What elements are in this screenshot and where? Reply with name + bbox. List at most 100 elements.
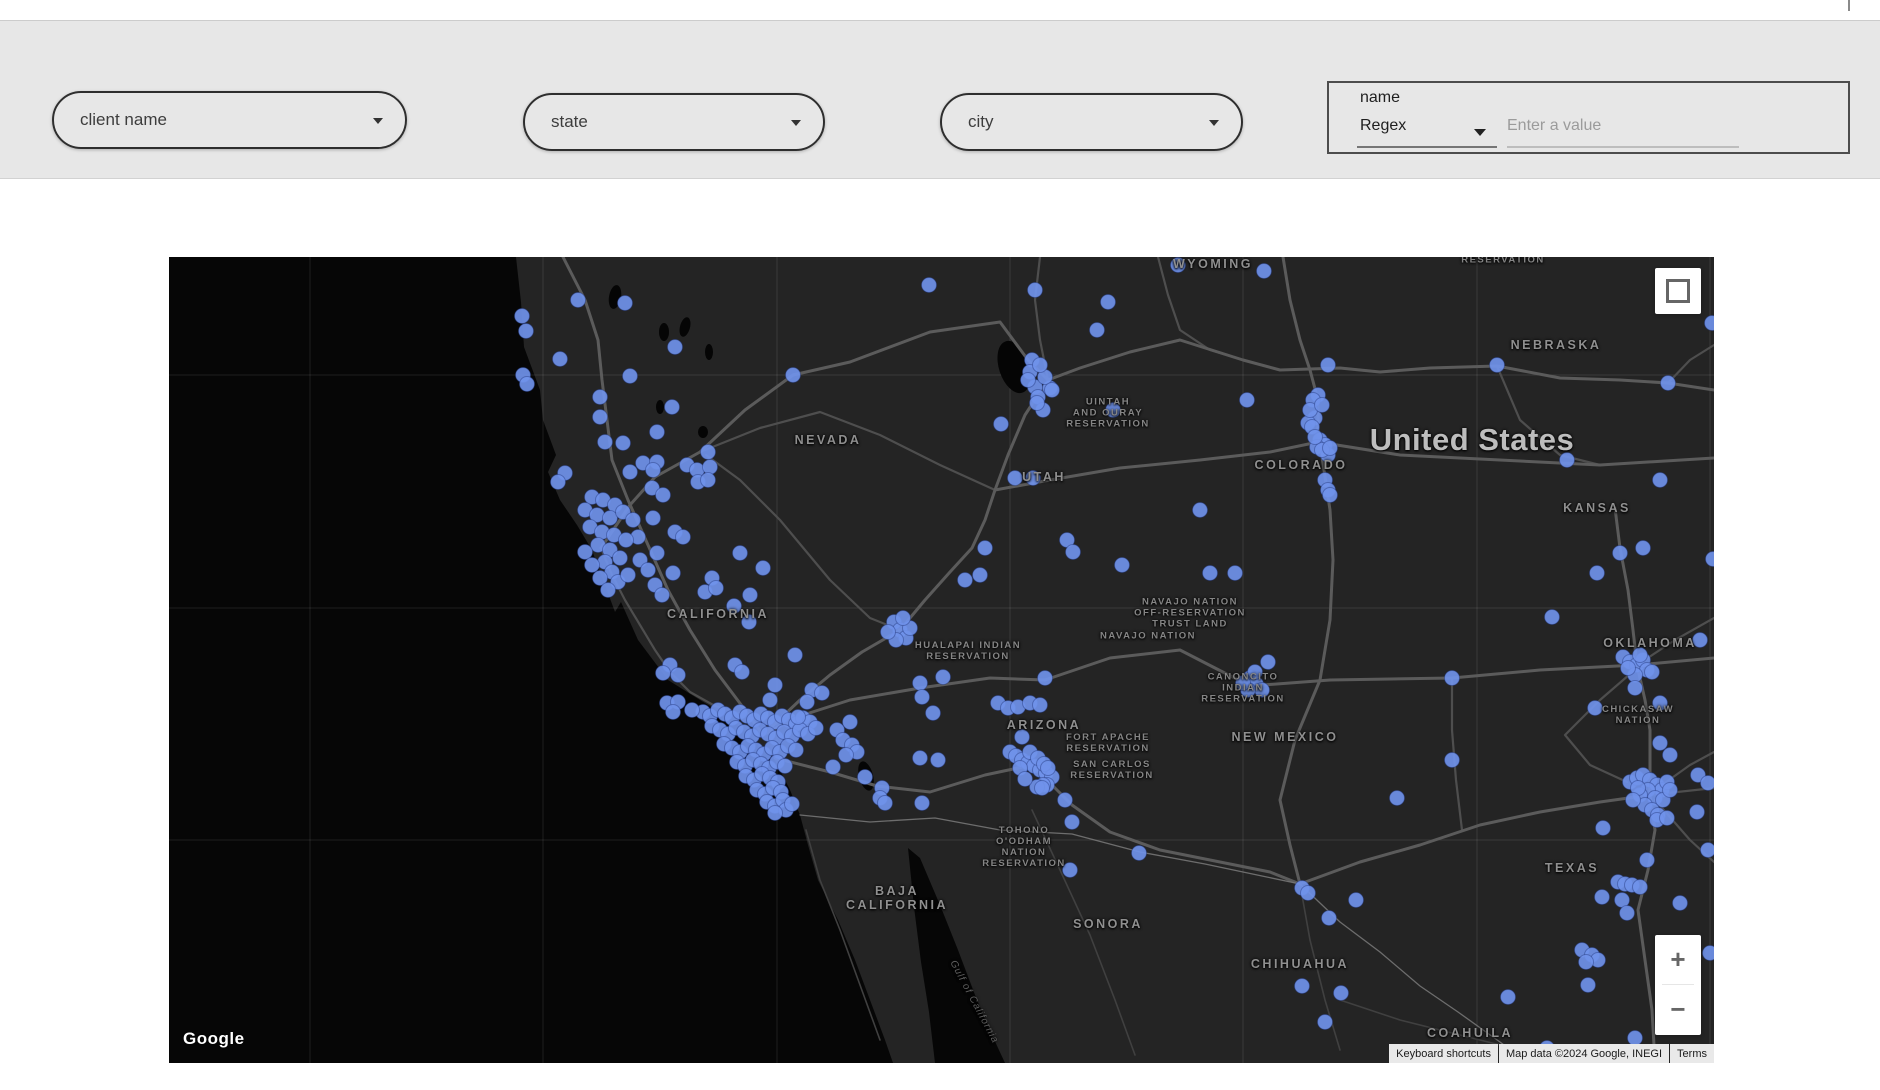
map-data-point[interactable] xyxy=(741,614,757,630)
map-data-point[interactable] xyxy=(1662,782,1678,798)
map-data-point[interactable] xyxy=(1057,792,1073,808)
map-data-point[interactable] xyxy=(665,704,681,720)
map-data-point[interactable] xyxy=(670,667,686,683)
map-data-point[interactable] xyxy=(935,669,951,685)
map-data-point[interactable] xyxy=(1652,735,1668,751)
map-data-point[interactable] xyxy=(1294,978,1310,994)
map-data-point[interactable] xyxy=(1700,842,1715,858)
map-data-point[interactable] xyxy=(1192,502,1208,518)
map-data-point[interactable] xyxy=(700,444,716,460)
map-data-point[interactable] xyxy=(957,572,973,588)
map-data-point[interactable] xyxy=(1100,294,1116,310)
map-data-point[interactable] xyxy=(1044,382,1060,398)
map-data-point[interactable] xyxy=(655,665,671,681)
map-data-point[interactable] xyxy=(592,570,608,586)
map-data-point[interactable] xyxy=(880,624,896,640)
map-data-point[interactable] xyxy=(1444,670,1460,686)
map-data-point[interactable] xyxy=(1692,632,1708,648)
map-data-point[interactable] xyxy=(1321,910,1337,926)
city-filter-dropdown[interactable]: city xyxy=(940,93,1243,151)
map-data-point[interactable] xyxy=(1672,895,1688,911)
map-data-point[interactable] xyxy=(912,675,928,691)
map-data-point[interactable] xyxy=(1620,660,1636,676)
map-data-point[interactable] xyxy=(742,587,758,603)
map-data-point[interactable] xyxy=(825,759,841,775)
map-data-point[interactable] xyxy=(1029,395,1045,411)
map-data-point[interactable] xyxy=(1032,357,1048,373)
map-data-point[interactable] xyxy=(1317,1014,1333,1030)
name-value-input[interactable]: Enter a value xyxy=(1507,117,1602,134)
map-data-point[interactable] xyxy=(597,434,613,450)
map-data-point[interactable] xyxy=(1235,675,1251,691)
map-data-point[interactable] xyxy=(602,510,618,526)
map-data-point[interactable] xyxy=(1704,315,1715,331)
map-data-point[interactable] xyxy=(1625,792,1641,808)
map-data-point[interactable] xyxy=(1644,664,1660,680)
map-data-point[interactable] xyxy=(617,295,633,311)
map-data-point[interactable] xyxy=(1500,989,1516,1005)
map-data-point[interactable] xyxy=(1589,565,1605,581)
map-data-point[interactable] xyxy=(514,308,530,324)
map-data-point[interactable] xyxy=(972,567,988,583)
map-data-point[interactable] xyxy=(1594,889,1610,905)
map-data-point[interactable] xyxy=(790,709,806,725)
map-data-point[interactable] xyxy=(620,567,636,583)
map-data-point[interactable] xyxy=(1254,682,1270,698)
map-data-point[interactable] xyxy=(912,750,928,766)
map-data-point[interactable] xyxy=(592,389,608,405)
map-data-point[interactable] xyxy=(857,769,873,785)
map-data-point[interactable] xyxy=(550,474,566,490)
map-data-point[interactable] xyxy=(654,587,670,603)
map-data-point[interactable] xyxy=(649,424,665,440)
map-data-point[interactable] xyxy=(930,752,946,768)
map-data-point[interactable] xyxy=(1170,257,1186,273)
map-data-point[interactable] xyxy=(767,805,783,821)
map-data-point[interactable] xyxy=(702,459,718,475)
map-data-point[interactable] xyxy=(787,647,803,663)
map-data-point[interactable] xyxy=(1619,905,1635,921)
map-data-point[interactable] xyxy=(755,560,771,576)
zoom-out-button[interactable]: − xyxy=(1670,994,1686,1024)
map-data-point[interactable] xyxy=(1014,729,1030,745)
map-data-point[interactable] xyxy=(664,399,680,415)
map-data-point[interactable] xyxy=(914,689,930,705)
map-data-point[interactable] xyxy=(799,694,815,710)
map-data-point[interactable] xyxy=(1627,680,1643,696)
map-data-point[interactable] xyxy=(1389,790,1405,806)
map-data-point[interactable] xyxy=(1105,402,1121,418)
map-data-point[interactable] xyxy=(1652,472,1668,488)
map-data-point[interactable] xyxy=(1632,647,1648,663)
map-data-point[interactable] xyxy=(1333,985,1349,1001)
map-data-point[interactable] xyxy=(1652,695,1668,711)
map-data-point[interactable] xyxy=(622,368,638,384)
map-data-point[interactable] xyxy=(1307,429,1323,445)
map-data-point[interactable] xyxy=(1489,357,1505,373)
map-data-point[interactable] xyxy=(1025,470,1041,486)
map-canvas[interactable]: WYOMING RESERVATION NEBRASKA NEVADA UTAH COLO… xyxy=(169,257,1714,1063)
map-data-point[interactable] xyxy=(1702,945,1715,961)
map-data-point[interactable] xyxy=(762,692,778,708)
map-data-point[interactable] xyxy=(1247,664,1263,680)
map-data-point[interactable] xyxy=(1559,452,1575,468)
map-data-point[interactable] xyxy=(734,664,750,680)
map-data-point[interactable] xyxy=(1037,670,1053,686)
map-data-point[interactable] xyxy=(1089,322,1105,338)
map-data-point[interactable] xyxy=(632,552,648,568)
map-data-point[interactable] xyxy=(814,685,830,701)
map-data-point[interactable] xyxy=(1322,487,1338,503)
map-data-point[interactable] xyxy=(1660,375,1676,391)
map-data-point[interactable] xyxy=(1662,747,1678,763)
map-data-point[interactable] xyxy=(1260,654,1276,670)
map-data-point[interactable] xyxy=(1065,544,1081,560)
map-data-point[interactable] xyxy=(767,677,783,693)
map-data-point[interactable] xyxy=(612,550,628,566)
map-data-point[interactable] xyxy=(640,562,656,578)
map-data-point[interactable] xyxy=(895,610,911,626)
map-data-point[interactable] xyxy=(842,714,858,730)
map-data-point[interactable] xyxy=(1659,810,1675,826)
map-data-point[interactable] xyxy=(552,351,568,367)
map-data-point[interactable] xyxy=(1007,470,1023,486)
map-data-point[interactable] xyxy=(1635,540,1651,556)
map-data-point[interactable] xyxy=(665,565,681,581)
map-data-point[interactable] xyxy=(645,510,661,526)
